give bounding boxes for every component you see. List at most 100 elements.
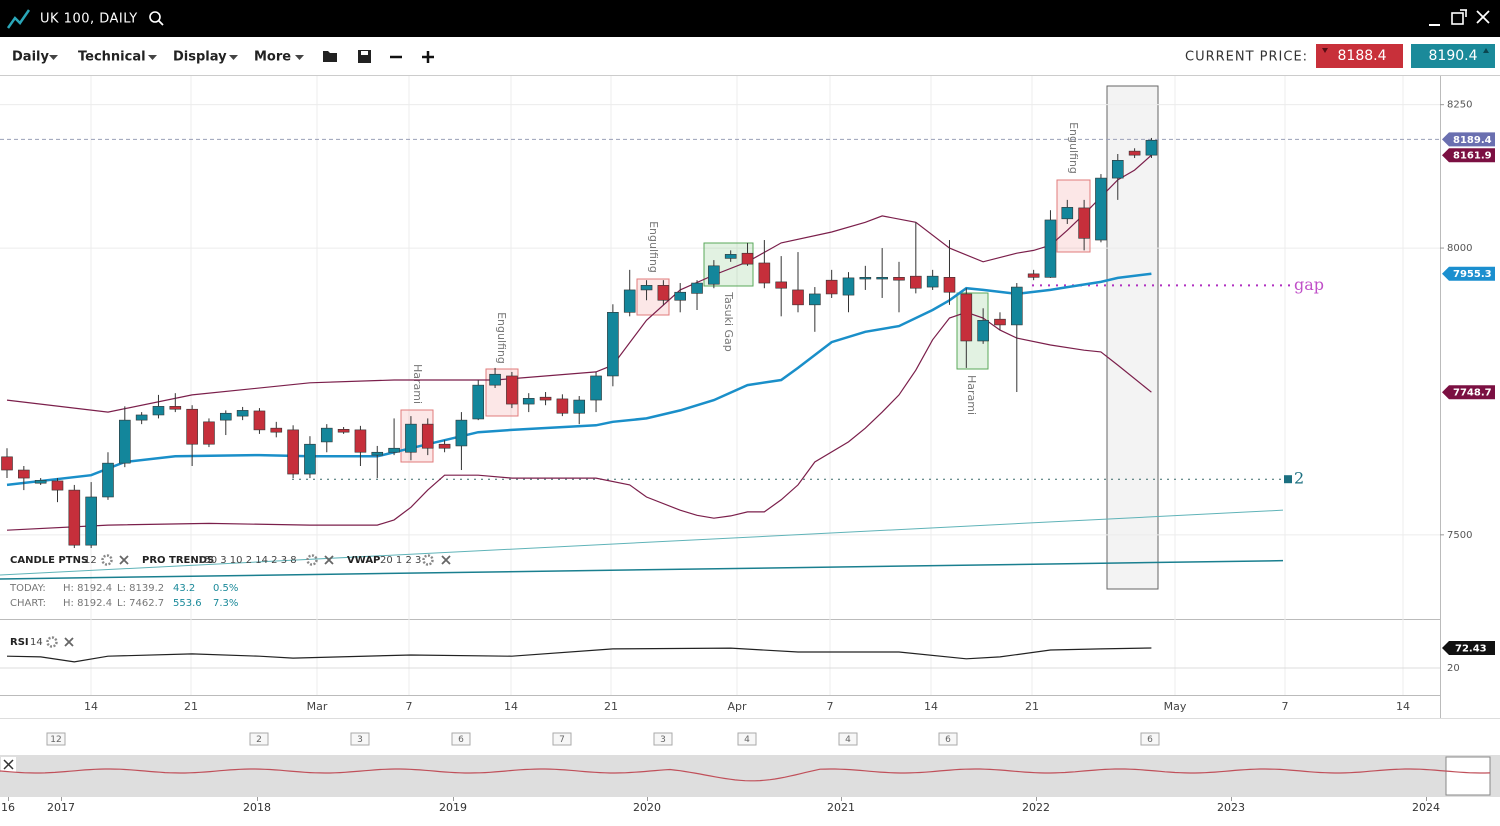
sell-button[interactable]: [1316, 44, 1403, 68]
candle-body: [943, 277, 956, 293]
candle-body: [674, 291, 687, 301]
candle-body: [1111, 160, 1124, 179]
stat-value: H: 8192.4: [63, 583, 112, 594]
stat-value: CHART:: [10, 598, 46, 609]
stat-value: L: 8139.2: [117, 583, 164, 594]
buy-arrow: [1483, 48, 1489, 53]
event-marker[interactable]: [46, 732, 66, 746]
zoom-in-button[interactable]: [422, 51, 434, 63]
close-button[interactable]: [1476, 10, 1490, 24]
buy-price[interactable]: 8190.4: [1429, 48, 1478, 64]
event-marker[interactable]: [1140, 732, 1160, 746]
event-count[interactable]: 6: [945, 735, 951, 745]
candle-body: [926, 275, 939, 288]
x-tick-label: 7: [406, 700, 413, 713]
event-count[interactable]: 3: [660, 735, 666, 745]
settings-button[interactable]: [46, 636, 58, 648]
candle-body: [775, 281, 787, 289]
candle-body: [657, 285, 670, 301]
remove-button[interactable]: [441, 555, 451, 565]
navigator-close[interactable]: [1, 757, 16, 772]
candle-body: [691, 282, 703, 294]
candle-body: [573, 399, 586, 414]
sell-arrow: [1322, 48, 1328, 53]
rsi-tick-label: 20: [1447, 663, 1460, 674]
sell-price[interactable]: 8188.4: [1338, 48, 1387, 64]
candle-body: [354, 429, 367, 453]
y-tick-label: 7500: [1447, 530, 1472, 541]
app-logo: [6, 9, 31, 29]
x-tick-label: Apr: [727, 700, 747, 713]
event-count[interactable]: 7: [559, 735, 565, 745]
open-button[interactable]: [323, 51, 337, 62]
stat-value: 7.3%: [213, 598, 238, 609]
price-tag-label: 7748.7: [1453, 388, 1492, 399]
popout-button[interactable]: [1451, 9, 1467, 25]
pattern-label: Harami: [411, 364, 424, 404]
settings-button[interactable]: [306, 554, 318, 566]
event-count[interactable]: 12: [50, 735, 61, 745]
settings-button[interactable]: [422, 554, 434, 566]
indicator-name: CANDLE PTNS: [10, 555, 88, 566]
candle-body: [758, 262, 771, 284]
event-marker[interactable]: [653, 732, 673, 746]
event-marker[interactable]: [451, 732, 471, 746]
candle-body: [371, 451, 384, 456]
remove-button[interactable]: [119, 555, 129, 565]
remove-button[interactable]: [324, 555, 334, 565]
event-marker[interactable]: [838, 732, 858, 746]
price-tag: [1442, 385, 1495, 400]
candle-body: [708, 265, 720, 285]
indicator-name: VWAP: [347, 555, 380, 566]
x-tick-label: 21: [184, 700, 198, 713]
menu-item[interactable]: Daily: [12, 50, 49, 65]
candle-body: [1027, 273, 1040, 278]
remove-button[interactable]: [64, 637, 74, 647]
menu-caret: [295, 55, 304, 60]
candle-body: [203, 421, 215, 445]
candle-body: [34, 480, 47, 484]
event-count[interactable]: 2: [256, 735, 262, 745]
candle-body: [607, 312, 619, 377]
candle-body: [320, 427, 333, 443]
level-label: 2: [1294, 469, 1304, 488]
settings-button[interactable]: [101, 554, 113, 566]
event-count[interactable]: 4: [845, 735, 851, 745]
candle-body: [1061, 207, 1074, 220]
navigator-window[interactable]: [1445, 756, 1491, 796]
x-tick-label: 14: [924, 700, 938, 713]
stat-value: 553.6: [173, 598, 202, 609]
event-marker[interactable]: [938, 732, 958, 746]
navigator-year: 2019: [439, 801, 467, 814]
menu-item[interactable]: Display: [173, 50, 227, 65]
event-marker[interactable]: [737, 732, 757, 746]
buy-button[interactable]: [1411, 44, 1495, 68]
y-tick-label: 8250: [1447, 100, 1472, 111]
menu-item[interactable]: Technical: [78, 50, 146, 65]
candle-body: [1010, 286, 1023, 326]
event-marker[interactable]: [552, 732, 572, 746]
save-button[interactable]: [358, 50, 371, 63]
search-button[interactable]: [149, 11, 164, 26]
navigator[interactable]: [0, 755, 1500, 797]
event-count[interactable]: 3: [357, 735, 363, 745]
menu-item[interactable]: More: [254, 50, 291, 65]
indicator-params: 12: [84, 555, 97, 566]
event-marker[interactable]: [350, 732, 370, 746]
candle-body: [287, 429, 299, 475]
trendline: [0, 509, 1284, 576]
x-tick-label: 14: [1396, 700, 1410, 713]
candle-body: [1145, 139, 1158, 156]
candle-body: [859, 277, 872, 280]
event-count[interactable]: 6: [1147, 735, 1153, 745]
event-marker[interactable]: [249, 732, 269, 746]
event-count[interactable]: 4: [744, 735, 750, 745]
current-price-label: CURRENT PRICE:: [1185, 50, 1308, 65]
event-count[interactable]: 6: [458, 735, 464, 745]
candle-body: [455, 419, 468, 447]
price-tag-label: 8189.4: [1453, 135, 1492, 146]
candle-body: [68, 489, 81, 546]
candle-body: [1095, 177, 1107, 241]
pattern-label: Engulfing: [495, 312, 508, 364]
